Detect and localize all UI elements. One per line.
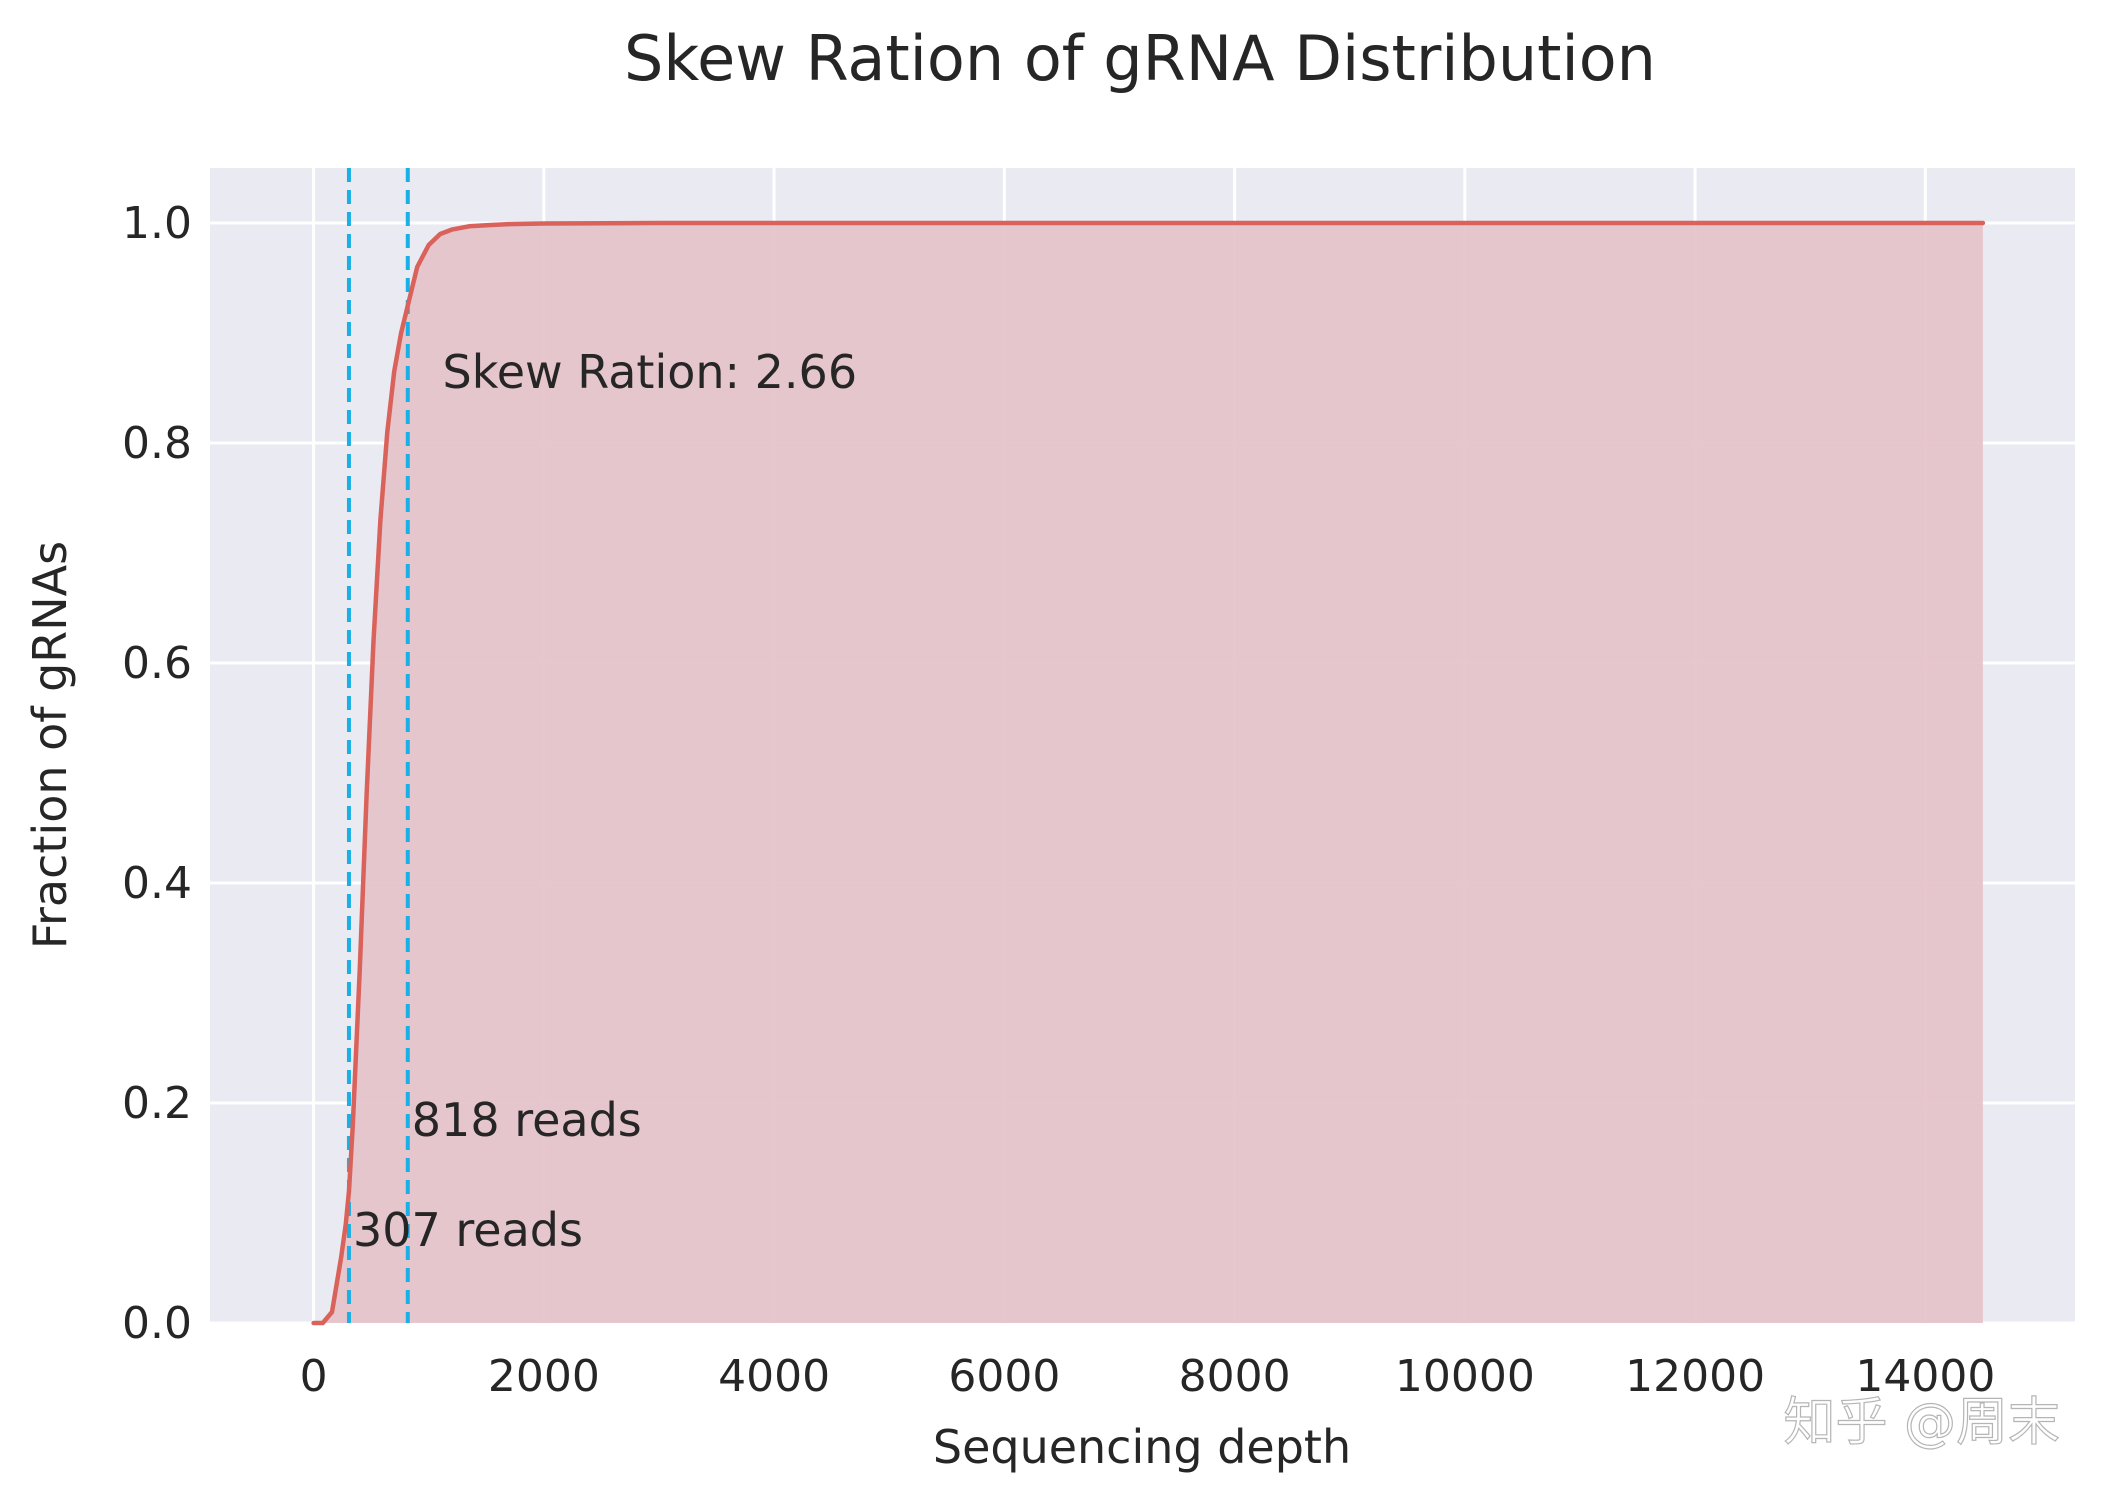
y-tick-label-3: 0.6 [122,638,192,689]
x-tick-label-4: 8000 [1179,1351,1291,1402]
threshold-labels: 307 reads 818 reads [353,1093,642,1257]
x-tick-label-5: 10000 [1395,1351,1535,1402]
threshold-lines [346,168,410,1323]
series-area-fill [313,223,1983,1323]
x-axis-label: Sequencing depth [933,1420,1351,1474]
skew-ration-annotation: Skew Ration: 2.66 [443,345,858,399]
x-tick-labels: 0 2000 4000 6000 8000 10000 12000 14000 [300,1351,1996,1402]
y-tick-label-2: 0.4 [122,858,192,909]
y-tick-labels: 0.0 0.2 0.4 0.6 0.8 1.0 [122,198,192,1349]
series-line [311,220,1986,1326]
y-tick-label-5: 1.0 [122,198,192,249]
x-tick-label-0: 0 [300,1351,328,1402]
y-tick-label-1: 0.2 [122,1078,192,1129]
threshold-label-0: 307 reads [353,1203,583,1257]
x-tick-label-7: 14000 [1855,1351,1995,1402]
watermark: 知乎 @周末 [1783,1393,2060,1453]
x-tick-label-2: 4000 [718,1351,830,1402]
chart-title: Skew Ration of gRNA Distribution [624,22,1656,95]
y-tick-label-4: 0.8 [122,418,192,469]
x-tick-label-1: 2000 [488,1351,600,1402]
y-axis-label: Fraction of gRNAs [23,541,77,949]
threshold-label-1: 818 reads [412,1093,642,1147]
x-tick-label-3: 6000 [948,1351,1060,1402]
y-tick-label-0: 0.0 [122,1298,192,1349]
x-tick-label-6: 12000 [1625,1351,1765,1402]
